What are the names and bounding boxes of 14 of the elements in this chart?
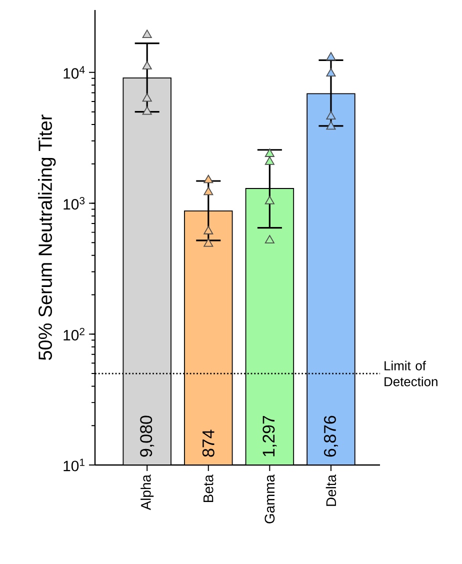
- x-tick-label: Beta: [204, 474, 214, 502]
- y-tick-label: 10$^{3}$: [64, 196, 85, 210]
- y-tick-label: 10$^{2}$: [64, 328, 84, 340]
- x-tick-label: Alpha: [140, 474, 154, 510]
- data-label: 6,876: [324, 416, 338, 457]
- data-label: 874: [202, 430, 214, 457]
- y-tick-label: 10$^{4}$: [64, 66, 85, 79]
- data-label: 9,080: [140, 416, 154, 457]
- x-tick-label: Gamma: [264, 474, 275, 524]
- y-tick-label: 10$^{1}$: [64, 458, 84, 472]
- data-label: 1,297: [262, 416, 277, 456]
- ref-line-label: Limit of Detection: [384, 360, 438, 386]
- y-axis-title: 50% Serum Neutralizing Titer: [38, 114, 56, 360]
- x-tick-label: Delta: [326, 474, 336, 506]
